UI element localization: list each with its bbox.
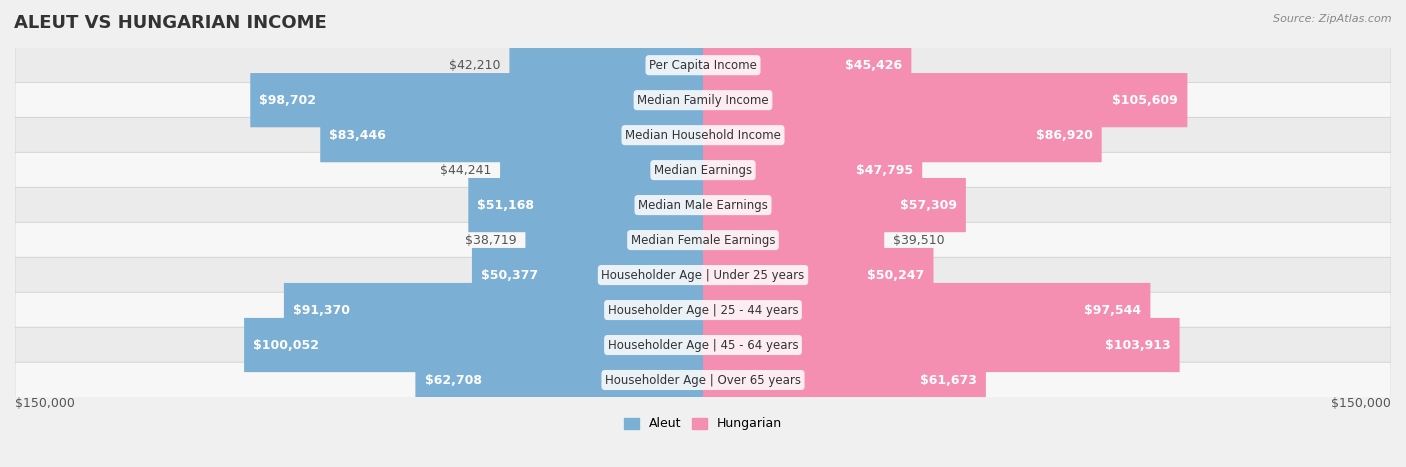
Text: $100,052: $100,052	[253, 339, 319, 352]
FancyBboxPatch shape	[15, 82, 1391, 118]
Text: $39,510: $39,510	[893, 234, 945, 247]
FancyBboxPatch shape	[15, 117, 1391, 153]
FancyBboxPatch shape	[703, 248, 934, 302]
FancyBboxPatch shape	[250, 73, 703, 127]
FancyBboxPatch shape	[15, 187, 1391, 223]
FancyBboxPatch shape	[703, 143, 922, 197]
FancyBboxPatch shape	[703, 73, 1188, 127]
Text: $47,795: $47,795	[856, 163, 912, 177]
FancyBboxPatch shape	[703, 353, 986, 407]
Text: Median Male Earnings: Median Male Earnings	[638, 198, 768, 212]
Text: $44,241: $44,241	[440, 163, 491, 177]
FancyBboxPatch shape	[15, 222, 1391, 258]
Text: Householder Age | 45 - 64 years: Householder Age | 45 - 64 years	[607, 339, 799, 352]
Text: Per Capita Income: Per Capita Income	[650, 59, 756, 71]
FancyBboxPatch shape	[284, 283, 703, 337]
Text: $105,609: $105,609	[1112, 94, 1178, 106]
Text: $150,000: $150,000	[1331, 397, 1391, 410]
FancyBboxPatch shape	[703, 178, 966, 232]
FancyBboxPatch shape	[415, 353, 703, 407]
FancyBboxPatch shape	[703, 38, 911, 92]
FancyBboxPatch shape	[245, 318, 703, 372]
FancyBboxPatch shape	[509, 38, 703, 92]
Text: $86,920: $86,920	[1036, 128, 1092, 142]
Text: $57,309: $57,309	[900, 198, 956, 212]
FancyBboxPatch shape	[703, 108, 1102, 162]
Text: $97,544: $97,544	[1084, 304, 1142, 317]
Text: Householder Age | 25 - 44 years: Householder Age | 25 - 44 years	[607, 304, 799, 317]
Text: $98,702: $98,702	[260, 94, 316, 106]
FancyBboxPatch shape	[15, 152, 1391, 188]
FancyBboxPatch shape	[703, 283, 1150, 337]
Text: ALEUT VS HUNGARIAN INCOME: ALEUT VS HUNGARIAN INCOME	[14, 14, 326, 32]
Text: $150,000: $150,000	[15, 397, 75, 410]
FancyBboxPatch shape	[526, 213, 703, 267]
FancyBboxPatch shape	[703, 318, 1180, 372]
Text: Median Family Income: Median Family Income	[637, 94, 769, 106]
Text: Median Earnings: Median Earnings	[654, 163, 752, 177]
FancyBboxPatch shape	[501, 143, 703, 197]
Text: Householder Age | Under 25 years: Householder Age | Under 25 years	[602, 269, 804, 282]
Text: Median Female Earnings: Median Female Earnings	[631, 234, 775, 247]
FancyBboxPatch shape	[703, 213, 884, 267]
Text: $38,719: $38,719	[464, 234, 516, 247]
FancyBboxPatch shape	[15, 292, 1391, 328]
FancyBboxPatch shape	[321, 108, 703, 162]
Text: $42,210: $42,210	[449, 59, 501, 71]
Text: Median Household Income: Median Household Income	[626, 128, 780, 142]
Text: $91,370: $91,370	[292, 304, 350, 317]
FancyBboxPatch shape	[15, 257, 1391, 293]
Text: Householder Age | Over 65 years: Householder Age | Over 65 years	[605, 374, 801, 387]
Text: $45,426: $45,426	[845, 59, 903, 71]
Text: $62,708: $62,708	[425, 374, 481, 387]
FancyBboxPatch shape	[15, 47, 1391, 83]
Text: Source: ZipAtlas.com: Source: ZipAtlas.com	[1274, 14, 1392, 24]
Text: $83,446: $83,446	[329, 128, 387, 142]
Text: $61,673: $61,673	[920, 374, 977, 387]
FancyBboxPatch shape	[15, 327, 1391, 363]
FancyBboxPatch shape	[15, 362, 1391, 398]
FancyBboxPatch shape	[468, 178, 703, 232]
Legend: Aleut, Hungarian: Aleut, Hungarian	[619, 411, 787, 437]
Text: $50,247: $50,247	[868, 269, 924, 282]
Text: $51,168: $51,168	[478, 198, 534, 212]
Text: $103,913: $103,913	[1105, 339, 1170, 352]
Text: $50,377: $50,377	[481, 269, 538, 282]
FancyBboxPatch shape	[472, 248, 703, 302]
